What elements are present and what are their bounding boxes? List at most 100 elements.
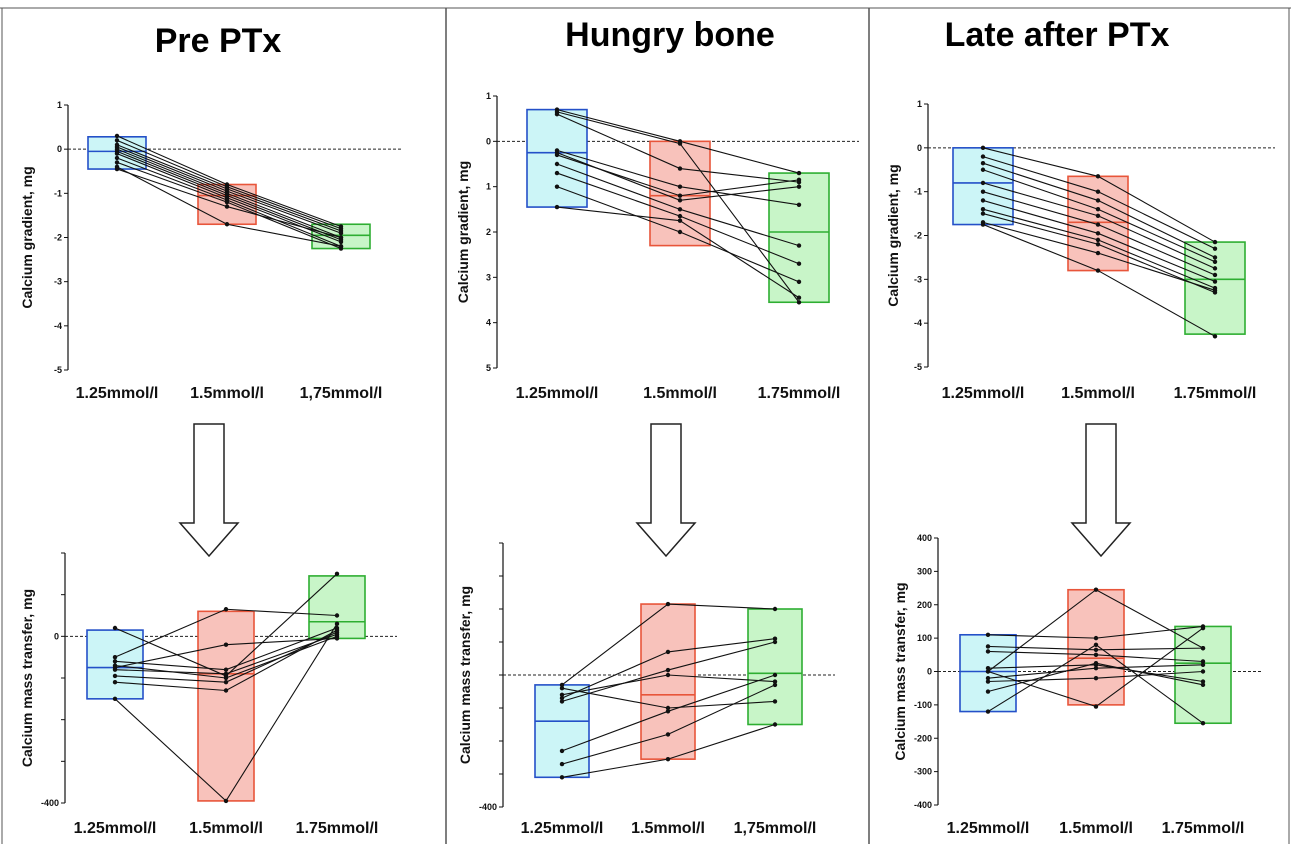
box <box>1174 625 1232 725</box>
y-tick-label: -400 <box>479 802 497 812</box>
data-point <box>985 649 991 654</box>
y-axis-title: Calcium mass transfer, mg <box>19 589 35 767</box>
data-point <box>772 672 778 678</box>
data-point <box>665 709 671 714</box>
x-tick-label: 1.5mmol/l <box>1061 385 1135 402</box>
y-tick-label: 2 <box>486 227 491 237</box>
x-tick-label: 1.75mmol/l <box>758 385 841 402</box>
data-point <box>980 207 986 212</box>
y-tick-label: 5 <box>486 363 491 373</box>
data-point <box>334 621 340 627</box>
data-point <box>223 675 229 681</box>
data-point <box>223 798 229 804</box>
data-point <box>772 699 778 704</box>
data-point <box>338 244 344 249</box>
data-point <box>677 193 683 198</box>
y-tick-label: -1 <box>54 188 62 198</box>
data-point <box>980 198 986 203</box>
data-point <box>554 204 560 210</box>
box <box>747 608 803 726</box>
x-tick-label: 1.25mmol/l <box>942 385 1025 402</box>
box <box>197 610 255 802</box>
panel-title-hungry-bone: Hungry bone <box>565 16 775 54</box>
data-point <box>665 705 671 711</box>
panel-frames <box>0 7 1291 844</box>
data-point <box>796 202 802 207</box>
data-point <box>985 665 991 671</box>
y-tick-label: 200 <box>917 600 932 610</box>
data-point <box>224 204 230 209</box>
data-point <box>223 642 229 647</box>
arrow-icons <box>178 423 1132 558</box>
y-tick-label: 1 <box>486 91 491 101</box>
data-point <box>1093 675 1099 681</box>
data-point <box>677 141 683 146</box>
chart-4: -400 Calcium mass transfer, mg 1.25mmol/l 1… <box>457 542 835 837</box>
chart-5: 400 300 200 100 0 -100 -200 -300 -400 Calcium mas… <box>892 533 1263 837</box>
data-point <box>677 184 683 189</box>
y-tick-label: 300 <box>917 566 932 576</box>
data-point <box>1093 635 1099 641</box>
x-tick-label: 1.25mmol/l <box>516 385 599 402</box>
data-point <box>772 682 778 688</box>
data-point <box>1212 334 1218 339</box>
y-tick-label: -400 <box>914 800 932 810</box>
data-point <box>554 170 560 176</box>
y-axis-title: Calcium gradient, mg <box>455 161 471 303</box>
data-point <box>772 636 778 641</box>
box <box>526 108 588 208</box>
data-point <box>1200 645 1206 651</box>
data-point <box>1212 246 1218 251</box>
data-point <box>985 709 991 714</box>
x-tick-label: 1.25mmol/l <box>521 820 604 837</box>
down-arrow-icon <box>635 423 697 558</box>
x-tick-label: 1.75mmol/l <box>1174 385 1257 402</box>
data-point <box>112 679 118 685</box>
x-tick-label: 1.5mmol/l <box>631 820 705 837</box>
x-tick-label: 1.25mmol/l <box>76 385 159 402</box>
data-point <box>796 295 802 300</box>
data-point <box>980 160 986 166</box>
y-tick-label: -400 <box>41 798 59 808</box>
data-point <box>1093 704 1099 709</box>
x-tick-label: 1.25mmol/l <box>74 820 157 837</box>
y-tick-label: -5 <box>54 365 62 375</box>
x-tick-label: 1.5mmol/l <box>1059 820 1133 837</box>
data-point <box>772 606 778 612</box>
y-tick-label: 0 <box>486 136 491 146</box>
data-point <box>665 732 671 737</box>
data-point <box>1212 239 1218 245</box>
data-point <box>980 189 986 194</box>
x-tick-label: 1.75mmol/l <box>1162 820 1245 837</box>
chart-1: 1 0 1 2 3 4 5 Calcium gradient, mg 1.25mmol/l 1.5… <box>455 91 859 402</box>
data-point <box>114 151 120 156</box>
data-point <box>112 696 118 702</box>
data-point <box>677 213 683 219</box>
data-point <box>980 154 986 159</box>
data-point <box>985 675 991 681</box>
x-tick-label: 1.5mmol/l <box>643 385 717 402</box>
data-point <box>338 230 344 236</box>
data-point <box>677 218 683 223</box>
data-point <box>1095 268 1101 273</box>
y-tick-label: 0 <box>57 144 62 154</box>
y-tick-label: 3 <box>486 272 491 282</box>
y-tick-label: -300 <box>914 767 932 777</box>
data-point <box>772 679 778 684</box>
x-tick-label: 1.5mmol/l <box>189 820 263 837</box>
data-point <box>1093 662 1099 668</box>
data-point <box>985 669 991 674</box>
data-point <box>334 613 340 618</box>
data-point <box>223 671 229 677</box>
y-tick-label: 1 <box>57 100 62 110</box>
data-point <box>559 692 565 697</box>
data-point <box>985 644 991 649</box>
data-point <box>985 689 991 694</box>
x-tick-label: 1,75mmol/l <box>734 820 817 837</box>
y-axis-title: Calcium mass transfer, mg <box>457 586 473 764</box>
data-point <box>559 699 565 704</box>
data-point <box>114 133 120 139</box>
y-tick-label: 0 <box>917 143 922 153</box>
y-tick-label: -4 <box>54 321 62 331</box>
data-point <box>985 632 991 637</box>
